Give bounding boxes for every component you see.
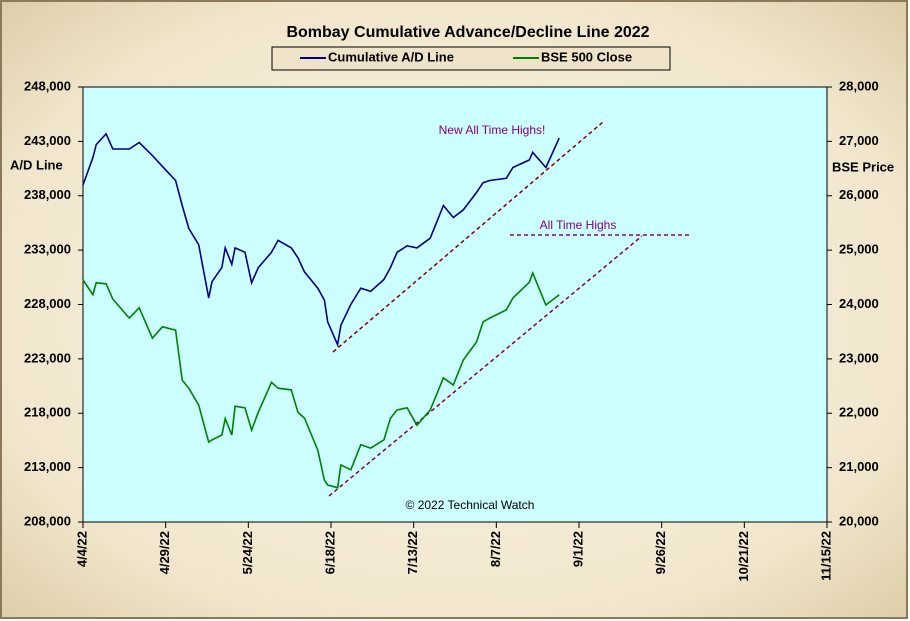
y2-tick-label: 26,000 xyxy=(839,187,879,202)
y-tick-label: 218,000 xyxy=(24,405,71,420)
y2-tick-label: 21,000 xyxy=(839,459,879,474)
annotation: New All Time Highs! xyxy=(439,123,546,137)
chart-title: Bombay Cumulative Advance/Decline Line 2… xyxy=(286,24,649,41)
y-tick-label: 233,000 xyxy=(24,242,71,257)
series-line xyxy=(82,270,560,489)
x-tick-label: 5/24/22 xyxy=(240,531,255,574)
y-tick-label: 208,000 xyxy=(24,513,71,528)
x-tick-label: 9/1/22 xyxy=(570,531,585,567)
y2-tick-label: 22,000 xyxy=(839,405,879,420)
trend-line xyxy=(328,235,643,497)
x-tick-label: 7/13/22 xyxy=(405,531,420,574)
y2-tick-label: 24,000 xyxy=(839,296,879,311)
legend-label: BSE 500 Close xyxy=(541,49,632,64)
series-line xyxy=(82,132,560,348)
legend: Cumulative A/D Line BSE 500 Close xyxy=(300,49,632,64)
x-tick-label: 8/7/22 xyxy=(488,531,503,567)
trend-line xyxy=(332,121,604,353)
legend-box xyxy=(271,46,671,71)
y-tick-label: 238,000 xyxy=(24,187,71,202)
y2-tick-label: 20,000 xyxy=(839,513,879,528)
x-tick-label: 4/4/22 xyxy=(74,531,89,567)
y-axis-title: A/D Line xyxy=(10,157,63,172)
x-tick-label: 4/29/22 xyxy=(157,531,172,574)
x-tick-label: 10/21/22 xyxy=(736,531,751,582)
y2-tick-label: 23,000 xyxy=(839,350,879,365)
y2-tick-label: 27,000 xyxy=(839,133,879,148)
y-tick-label: 228,000 xyxy=(24,296,71,311)
copyright: © 2022 Technical Watch xyxy=(406,498,535,512)
y-tick-label: 223,000 xyxy=(24,350,71,365)
plot-area xyxy=(82,86,828,523)
x-tick-label: 9/26/22 xyxy=(653,531,668,574)
y-tick-label: 213,000 xyxy=(24,459,71,474)
y2-tick-label: 25,000 xyxy=(839,242,879,257)
y-tick-label: 248,000 xyxy=(24,78,71,93)
y-tick-label: 243,000 xyxy=(24,133,71,148)
legend-label: Cumulative A/D Line xyxy=(328,49,454,64)
x-tick-label: 6/18/22 xyxy=(322,531,337,574)
annotation: All Time Highs xyxy=(540,218,617,232)
x-tick-label: 11/15/22 xyxy=(818,531,833,581)
y2-axis-title: BSE Price xyxy=(832,159,894,174)
y2-tick-label: 28,000 xyxy=(839,78,879,93)
